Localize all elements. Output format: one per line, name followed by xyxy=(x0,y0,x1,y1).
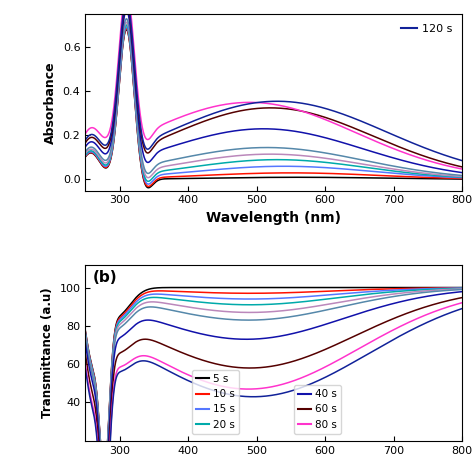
Text: (b): (b) xyxy=(93,270,118,285)
Legend: 40 s, 60 s, 80 s: 40 s, 60 s, 80 s xyxy=(294,385,341,434)
Y-axis label: Absorbance: Absorbance xyxy=(44,61,57,144)
Y-axis label: Transmittance (a.u): Transmittance (a.u) xyxy=(41,287,54,418)
Legend: 120 s: 120 s xyxy=(396,20,456,39)
X-axis label: Wavelength (nm): Wavelength (nm) xyxy=(206,211,341,225)
